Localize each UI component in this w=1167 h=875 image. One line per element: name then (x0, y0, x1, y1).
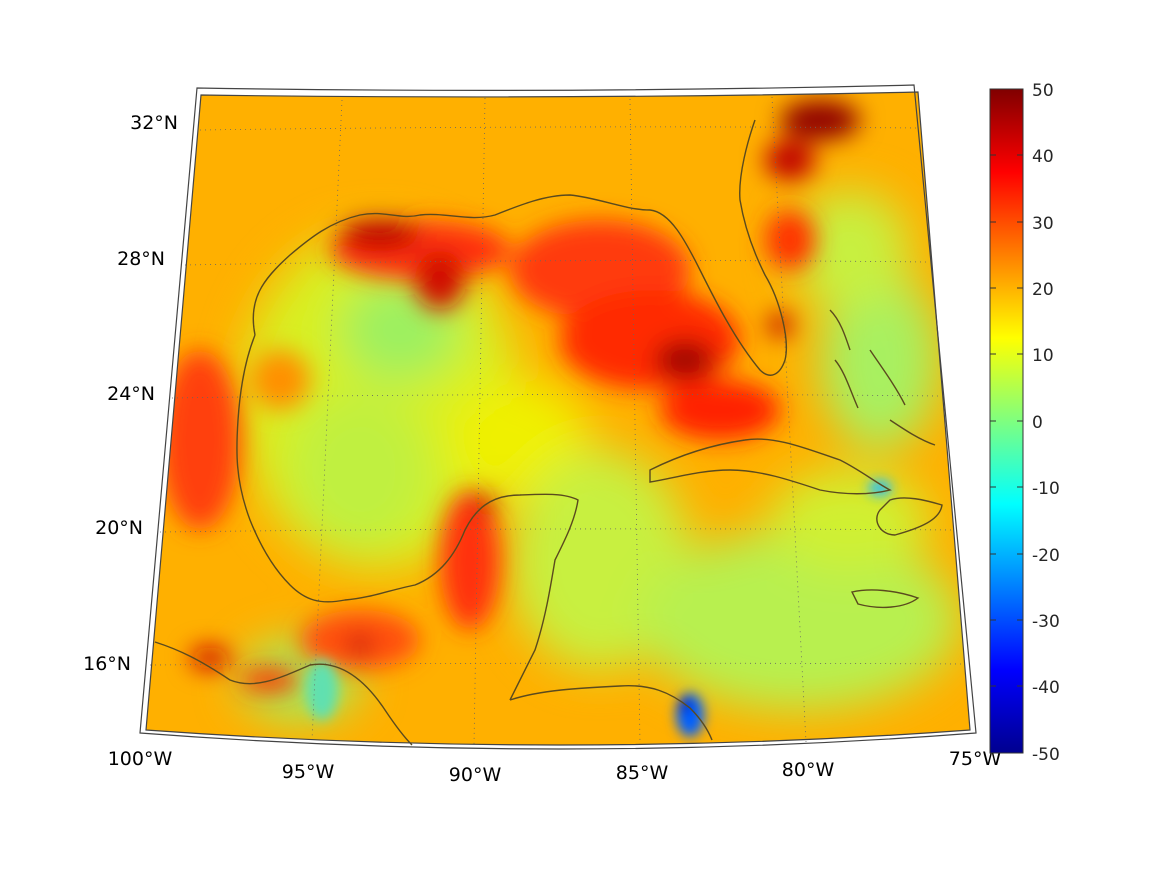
colorbar-label-40: 40 (1032, 147, 1054, 167)
map-frame (145, 91, 971, 746)
lon-label-80w: 80°W (782, 759, 835, 781)
lat-label-20n: 20°N (95, 517, 143, 539)
lon-label-90w: 90°W (449, 764, 502, 786)
graticule (149, 96, 966, 746)
colorbar-label-0: 0 (1032, 413, 1043, 433)
coastlines (154, 119, 943, 746)
colorbar-label-neg10: -10 (1032, 479, 1060, 499)
map-frame-outer (139, 84, 977, 750)
colorbar-label-50: 50 (1032, 81, 1054, 101)
latitude-labels: 32°N 28°N 24°N 20°N 16°N (83, 112, 178, 675)
colorbar: 50 40 30 20 10 0 -10 -20 -30 -40 -50 (989, 81, 1060, 765)
colorbar-label-30: 30 (1032, 214, 1054, 234)
colorbar-ticks (990, 154, 1023, 687)
lon-label-100w: 100°W (108, 748, 173, 770)
colorbar-label-neg50: -50 (1032, 745, 1060, 765)
colorbar-label-10: 10 (1032, 346, 1054, 366)
colorbar-label-neg30: -30 (1032, 612, 1060, 632)
longitude-labels: 100°W 95°W 90°W 85°W 80°W 75°W (108, 748, 1002, 786)
lat-label-16n: 16°N (83, 653, 131, 675)
data-field (146, 92, 970, 745)
lat-label-24n: 24°N (107, 383, 155, 405)
lat-label-28n: 28°N (117, 248, 165, 270)
lon-label-95w: 95°W (282, 761, 335, 783)
colorbar-label-neg20: -20 (1032, 546, 1060, 566)
lat-label-32n: 32°N (130, 112, 178, 134)
lon-label-75w: 75°W (949, 748, 1002, 770)
colorbar-label-20: 20 (1032, 280, 1054, 300)
lon-label-85w: 85°W (616, 762, 669, 784)
colorbar-label-neg40: -40 (1032, 678, 1060, 698)
